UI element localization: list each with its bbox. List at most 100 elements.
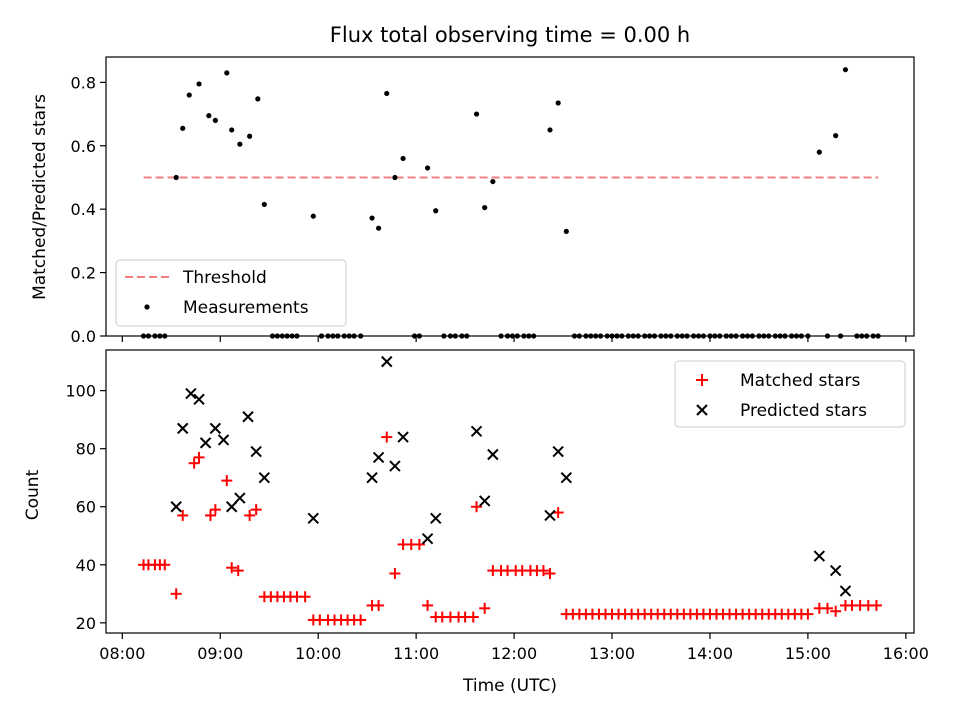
matched-star-point (389, 567, 401, 579)
ratio-ytick-label: 0.6 (71, 137, 96, 156)
predicted-star-stroke (839, 585, 852, 597)
measurement-point (433, 208, 439, 214)
measurement-point (563, 228, 569, 234)
measurement-point (261, 201, 267, 208)
measurement-point (547, 127, 553, 133)
predicted-star-stroke (421, 532, 434, 545)
measurement-point (255, 96, 261, 102)
measurement-point (229, 127, 235, 133)
measurement-point (310, 213, 316, 219)
predicted-star-stroke (177, 422, 189, 435)
predicted-star-stroke (225, 501, 238, 513)
count-xtick-label: 11:00 (393, 644, 439, 663)
predicted-star-stroke (381, 355, 393, 368)
matched-star-point (355, 614, 367, 626)
predicted-star-stroke (829, 564, 842, 577)
matched-star-point (552, 507, 564, 519)
count-panel-frame (105, 349, 915, 634)
ratio-panel-marks (140, 67, 881, 339)
count-xtick-label: 16:00 (883, 644, 929, 663)
predicted-star-stroke (430, 512, 442, 525)
matched-legend-swatch (696, 374, 708, 386)
predicted-star-stroke (544, 509, 556, 522)
measurements-legend-label: Measurements (183, 298, 309, 318)
count-ytick-label: 40 (76, 556, 96, 575)
count-panel: Count Time (UTC) 20 40 60 80 100 08:00 09:00 1… (23, 349, 929, 696)
predicted-star-point (217, 434, 230, 446)
matched-star-point (467, 611, 479, 623)
predicted-star-point (234, 492, 246, 504)
predicted-star-point (381, 355, 393, 368)
count-panel-legend: Matched stars Predicted stars (674, 360, 906, 428)
matched-star-point (870, 599, 882, 611)
predicted-star-point (813, 550, 826, 562)
predicted-legend-swatch (696, 404, 708, 416)
predicted-star-stroke (307, 512, 320, 525)
predicted-star-point (258, 472, 271, 484)
matched-legend-label: Matched stars (740, 371, 860, 391)
count-panel-xticks: 08:00 09:00 10:00 11:00 12:00 13:00 14:00 15:00… (99, 633, 929, 663)
count-xtick-label: 12:00 (491, 644, 537, 663)
measurement-point (400, 155, 406, 162)
matched-star-point (537, 565, 549, 577)
matched-star-point (159, 559, 171, 571)
measurement-point (424, 165, 431, 171)
ratio-ytick-label: 0.2 (71, 264, 96, 283)
predicted-star-stroke (209, 422, 222, 435)
ratio-legend-box (115, 259, 347, 327)
matched-star-point (471, 501, 483, 513)
predicted-star-point (478, 495, 491, 507)
measurement-point (196, 81, 202, 87)
count-ytick-label: 60 (76, 498, 96, 517)
predicted-star-point (470, 425, 483, 437)
matched-star-point (170, 588, 182, 600)
count-legend-box (674, 360, 906, 428)
matched-star-point (373, 599, 385, 611)
predicted-star-point (487, 448, 499, 461)
predicted-star-stroke (372, 451, 385, 464)
count-panel-yticks: 20 40 60 80 100 (65, 382, 106, 633)
matched-star-point (177, 509, 189, 521)
measurement-point (490, 178, 496, 185)
ratio-panel-yticks: 0.0 0.2 0.4 0.6 0.8 (71, 73, 106, 346)
measurement-point (186, 92, 192, 98)
predicted-star-stroke (366, 472, 378, 484)
predicted-star-stroke (487, 448, 499, 461)
measurement-point (816, 149, 822, 155)
predicted-star-stroke (185, 387, 197, 400)
predicted-star-point (389, 460, 401, 472)
predicted-star-stroke (234, 492, 246, 504)
count-xtick-label: 10:00 (295, 644, 341, 663)
predicted-star-stroke (242, 411, 254, 423)
measurement-point (555, 100, 561, 106)
predicted-star-stroke (389, 460, 401, 472)
predicted-star-point (397, 431, 409, 443)
measurement-point (206, 113, 212, 119)
measurement-point (482, 204, 488, 211)
measurements-legend-swatch (144, 304, 150, 310)
predicted-star-point (839, 585, 852, 597)
matched-star-point (413, 538, 425, 550)
matched-star-point (188, 457, 200, 469)
predicted-star-point (199, 437, 212, 449)
matched-star-point (204, 509, 216, 521)
predicted-star-point (544, 509, 556, 522)
predicted-star-stroke (478, 495, 491, 507)
predicted-star-point (366, 472, 378, 484)
ratio-ytick-label: 0.0 (71, 327, 96, 346)
predicted-star-point (552, 445, 564, 458)
measurement-point (212, 117, 218, 124)
threshold-legend-label: Threshold (182, 268, 267, 288)
predicted-star-point (250, 445, 262, 458)
measurement-point (180, 125, 186, 131)
matched-star-point (232, 565, 244, 577)
predicted-star-stroke (250, 445, 262, 458)
measurement-point (392, 174, 398, 181)
count-panel-marks (138, 355, 882, 626)
measurement-point (473, 111, 480, 117)
measurement-point (237, 141, 243, 147)
matched-star-point (226, 562, 238, 574)
measurement-point (842, 67, 849, 73)
ratio-panel-frame (105, 56, 915, 337)
